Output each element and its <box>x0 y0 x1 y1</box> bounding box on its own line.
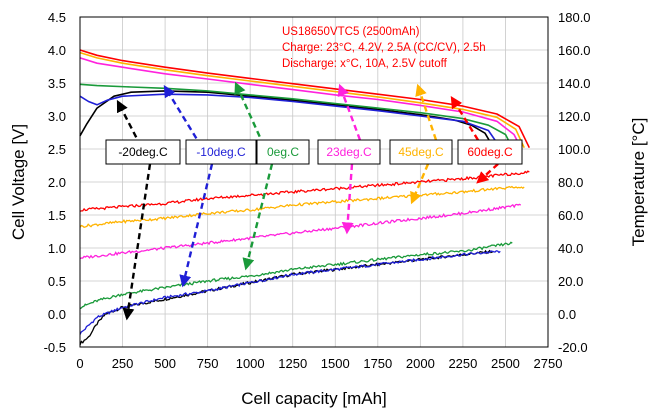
series-label-box <box>256 139 310 165</box>
series-label: -20deg.C <box>118 145 168 159</box>
y-tick-label: 3.5 <box>48 76 66 91</box>
label-arrow <box>341 163 354 235</box>
y-tick-label: 1.0 <box>48 241 66 256</box>
series-label: 45deg.C <box>398 145 444 159</box>
x-tick-label: 0 <box>76 356 83 371</box>
y2-tick-label: 100.0 <box>558 142 591 157</box>
y2-tick-label: 20.0 <box>558 274 583 289</box>
y2-tick-label: 140.0 <box>558 76 591 91</box>
voltage-line <box>79 83 514 149</box>
series-label-box <box>185 139 257 165</box>
x-axis-title: Cell capacity [mAh] <box>241 389 387 408</box>
y-axis-title: Cell Voltage [V] <box>9 124 28 240</box>
y-tick-label: -0.5 <box>44 340 66 355</box>
x-tick-label: 250 <box>112 356 134 371</box>
annotation-line: Charge: 23°C, 4.2V, 2.5A (CC/CV), 2.5h <box>282 42 486 54</box>
x-tick-label: 1250 <box>278 356 307 371</box>
y-tick-label: 1.5 <box>48 208 66 223</box>
voltage-line <box>79 93 501 149</box>
label-arrow <box>242 163 274 271</box>
series-label-box <box>105 139 181 165</box>
y2-tick-label: 0.0 <box>558 307 576 322</box>
x-tick-label: 1750 <box>363 356 392 371</box>
y-tick-label: 2.5 <box>48 142 66 157</box>
y-tick-label: 3.0 <box>48 109 66 124</box>
y-tick-labels: -0.5 0.0 0.5 1.0 1.5 2.0 2.5 3.0 3.5 4.0 4.5 <box>44 10 66 355</box>
x-tick-label: 750 <box>197 356 219 371</box>
y2-tick-label: 40.0 <box>558 241 583 256</box>
voltage-line <box>79 51 525 149</box>
series-label-box <box>457 139 523 165</box>
label-arrow <box>179 163 214 288</box>
temperature-line <box>79 249 494 346</box>
x-tick-label: 2500 <box>491 356 520 371</box>
voltage-line <box>79 57 522 149</box>
series-label-box <box>389 139 453 165</box>
annotation-line: US18650VTC5 (2500mAh) <box>282 26 420 38</box>
y2-tick-label: -20.0 <box>558 340 588 355</box>
plot-frame <box>79 16 549 348</box>
series-labels: -20deg.C -10deg.C 0eg.C 23deg.C 45deg.C 60deg… <box>105 139 523 165</box>
series-label: -10deg.C <box>196 145 246 159</box>
label-arrow <box>476 163 499 184</box>
label-arrow <box>122 163 152 321</box>
voltage-line <box>79 49 531 149</box>
temperature-line <box>79 203 522 260</box>
x-tick-label: 2000 <box>406 356 435 371</box>
x-tick-labels: 0 250 500 750 1000 1250 1500 1750 2000 2250 2500 27… <box>76 356 562 371</box>
y2-tick-label: 180.0 <box>558 10 591 25</box>
series-label: 60deg.C <box>467 145 513 159</box>
temperature-series <box>79 170 530 346</box>
voltage-line <box>79 90 495 149</box>
x-tick-label: 500 <box>154 356 176 371</box>
y2-tick-label: 160.0 <box>558 43 591 58</box>
y-tick-label: 0.5 <box>48 274 66 289</box>
y2-tick-label: 80.0 <box>558 175 583 190</box>
label-arrow <box>450 95 480 141</box>
y-tick-label: 0.0 <box>48 307 66 322</box>
x-tick-label: 2750 <box>534 356 563 371</box>
x-tick-label: 2250 <box>448 356 477 371</box>
series-label-box <box>317 139 381 165</box>
y2-axis-title: Temperature [°C] <box>629 118 648 247</box>
y2-tick-labels: -20.0 0.0 20.0 40.0 60.0 80.0 100.0 120.0 140.0 1… <box>558 10 591 355</box>
x-tick-label: 1500 <box>321 356 350 371</box>
y-tick-label: 4.0 <box>48 43 66 58</box>
y-tick-label: 2.0 <box>48 175 66 190</box>
y2-tick-label: 120.0 <box>558 109 591 124</box>
annotation-line: Discharge: x°C, 10A, 2.5V cutoff <box>282 58 448 70</box>
y-tick-label: 4.5 <box>48 10 66 25</box>
temperature-line <box>79 185 525 229</box>
temperature-line <box>79 170 530 212</box>
voltage-series <box>79 49 531 149</box>
label-arrow <box>410 163 430 205</box>
temperature-line <box>79 250 501 335</box>
y2-tick-label: 60.0 <box>558 208 583 223</box>
annotation: US18650VTC5 (2500mAh) Charge: 23°C, 4.2V,… <box>282 26 486 70</box>
temperature-line <box>79 241 513 310</box>
x-tick-label: 1000 <box>236 356 265 371</box>
series-label: 0eg.C <box>267 145 299 159</box>
series-label: 23deg.C <box>326 145 372 159</box>
